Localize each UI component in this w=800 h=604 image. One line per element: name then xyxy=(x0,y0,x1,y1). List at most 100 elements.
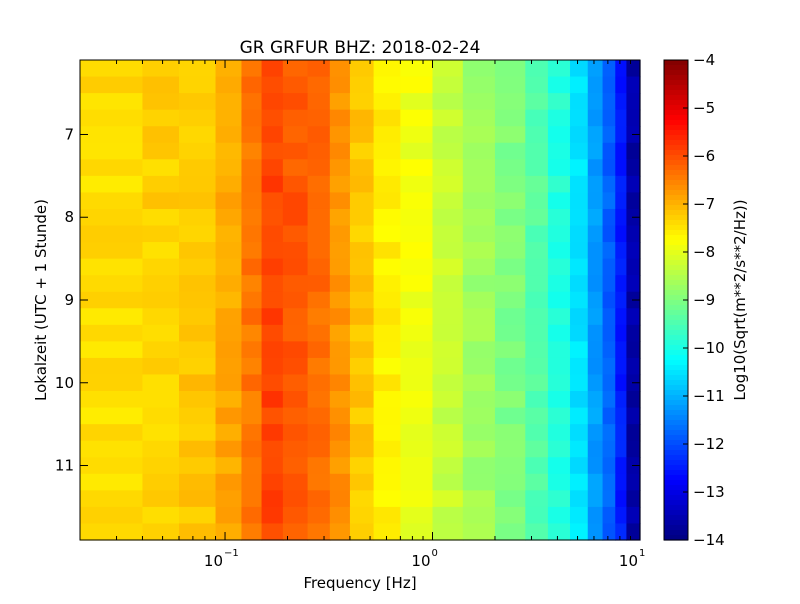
heatmap-cell xyxy=(80,126,144,144)
heatmap-cell xyxy=(432,208,464,227)
heatmap-cell xyxy=(261,324,284,342)
heatmap-cell xyxy=(261,60,284,78)
heatmap-cell xyxy=(215,142,243,160)
heatmap-cell xyxy=(329,76,351,94)
heatmap-cell xyxy=(432,308,464,326)
heatmap-cell xyxy=(494,357,526,376)
colorbar-tick-label: −6 xyxy=(693,147,715,165)
heatmap-cell xyxy=(462,341,496,359)
heatmap-cell xyxy=(525,60,549,78)
heatmap-cell xyxy=(282,473,309,491)
heatmap-cell xyxy=(142,109,180,127)
heatmap-cell xyxy=(587,242,604,260)
heatmap-cell xyxy=(525,457,549,475)
heatmap-cell xyxy=(602,440,616,458)
heatmap-cell xyxy=(215,407,243,425)
colorbar-tick-label: −10 xyxy=(693,339,725,357)
heatmap-cell xyxy=(373,407,401,425)
heatmap-cell xyxy=(261,142,284,160)
heatmap-cell xyxy=(373,142,401,160)
heatmap-cell xyxy=(261,126,284,144)
heatmap-cell xyxy=(587,126,604,144)
heatmap-cell xyxy=(373,357,401,376)
heatmap-cell xyxy=(349,93,375,111)
heatmap-cell xyxy=(282,308,309,326)
heatmap-cell xyxy=(142,308,180,326)
heatmap-cell xyxy=(494,142,526,160)
heatmap-cell xyxy=(179,490,217,508)
heatmap-cell xyxy=(615,523,628,541)
heatmap-cell xyxy=(80,374,144,392)
heatmap-cell xyxy=(80,208,144,227)
heatmap-cell xyxy=(587,407,604,425)
colorbar-label: Log10(Sqrt(m**2/s**2/Hz)) xyxy=(731,199,749,400)
colorbar-segment xyxy=(664,210,688,216)
heatmap-cell xyxy=(400,357,434,376)
heatmap-cell xyxy=(282,93,309,111)
heatmap-cell xyxy=(307,142,331,160)
heatmap-cell xyxy=(587,523,604,541)
colorbar-segment xyxy=(664,190,688,196)
heatmap-cell xyxy=(400,341,434,359)
heatmap-cell xyxy=(587,159,604,177)
heatmap-cell xyxy=(282,357,309,376)
heatmap-cell xyxy=(373,341,401,359)
heatmap-cell xyxy=(241,76,263,94)
heatmap-cell xyxy=(179,159,217,177)
heatmap-cell xyxy=(547,60,571,78)
heatmap-cell xyxy=(400,225,434,243)
heatmap-cell xyxy=(602,341,616,359)
heatmap-cell xyxy=(241,225,263,243)
colorbar-segment xyxy=(664,340,688,346)
heatmap-cell xyxy=(525,374,549,392)
heatmap-cell xyxy=(587,60,604,78)
heatmap-cell xyxy=(626,60,641,78)
heatmap-cell xyxy=(615,324,628,342)
heatmap-cell xyxy=(462,374,496,392)
heatmap-cell xyxy=(215,457,243,475)
heatmap-cell xyxy=(282,440,309,458)
heatmap-cell xyxy=(400,208,434,227)
heatmap-cell xyxy=(307,109,331,127)
heatmap-cell xyxy=(400,275,434,293)
heatmap-cell xyxy=(602,242,616,260)
heatmap-cell xyxy=(626,242,641,260)
heatmap-cell xyxy=(261,242,284,260)
heatmap-cell xyxy=(587,424,604,442)
heatmap-cell xyxy=(349,159,375,177)
colorbar-segment xyxy=(664,425,688,431)
heatmap-cell xyxy=(179,93,217,111)
colorbar-segment xyxy=(664,260,688,266)
heatmap-cell xyxy=(615,506,628,525)
x-tick-label: 10 xyxy=(204,552,223,570)
colorbar-segment xyxy=(664,70,688,76)
heatmap-cell xyxy=(282,258,309,276)
heatmap-cell xyxy=(373,506,401,525)
heatmap-cell xyxy=(547,523,571,541)
heatmap-cell xyxy=(80,308,144,326)
heatmap-cell xyxy=(494,76,526,94)
heatmap-cell xyxy=(615,159,628,177)
heatmap-cell xyxy=(525,76,549,94)
heatmap-cell xyxy=(215,175,243,194)
heatmap-cell xyxy=(307,523,331,541)
heatmap-cell xyxy=(373,159,401,177)
heatmap-cell xyxy=(142,93,180,111)
heatmap-cell xyxy=(349,208,375,227)
heatmap-cell xyxy=(570,60,589,78)
heatmap-cell xyxy=(80,60,144,78)
colorbar-segment xyxy=(664,140,688,146)
heatmap-cell xyxy=(462,424,496,442)
colorbar-segment xyxy=(664,160,688,166)
heatmap-cell xyxy=(570,324,589,342)
heatmap-cell xyxy=(261,109,284,127)
heatmap-cell xyxy=(462,225,496,243)
heatmap-cell xyxy=(570,440,589,458)
heatmap-cell xyxy=(494,424,526,442)
colorbar-segment xyxy=(664,185,688,191)
colorbar-segment xyxy=(664,275,688,281)
heatmap-cell xyxy=(494,192,526,210)
heatmap-cell xyxy=(215,159,243,177)
x-axis: 10 −1 10 0 10 1 xyxy=(79,60,645,570)
heatmap-cell xyxy=(525,258,549,276)
